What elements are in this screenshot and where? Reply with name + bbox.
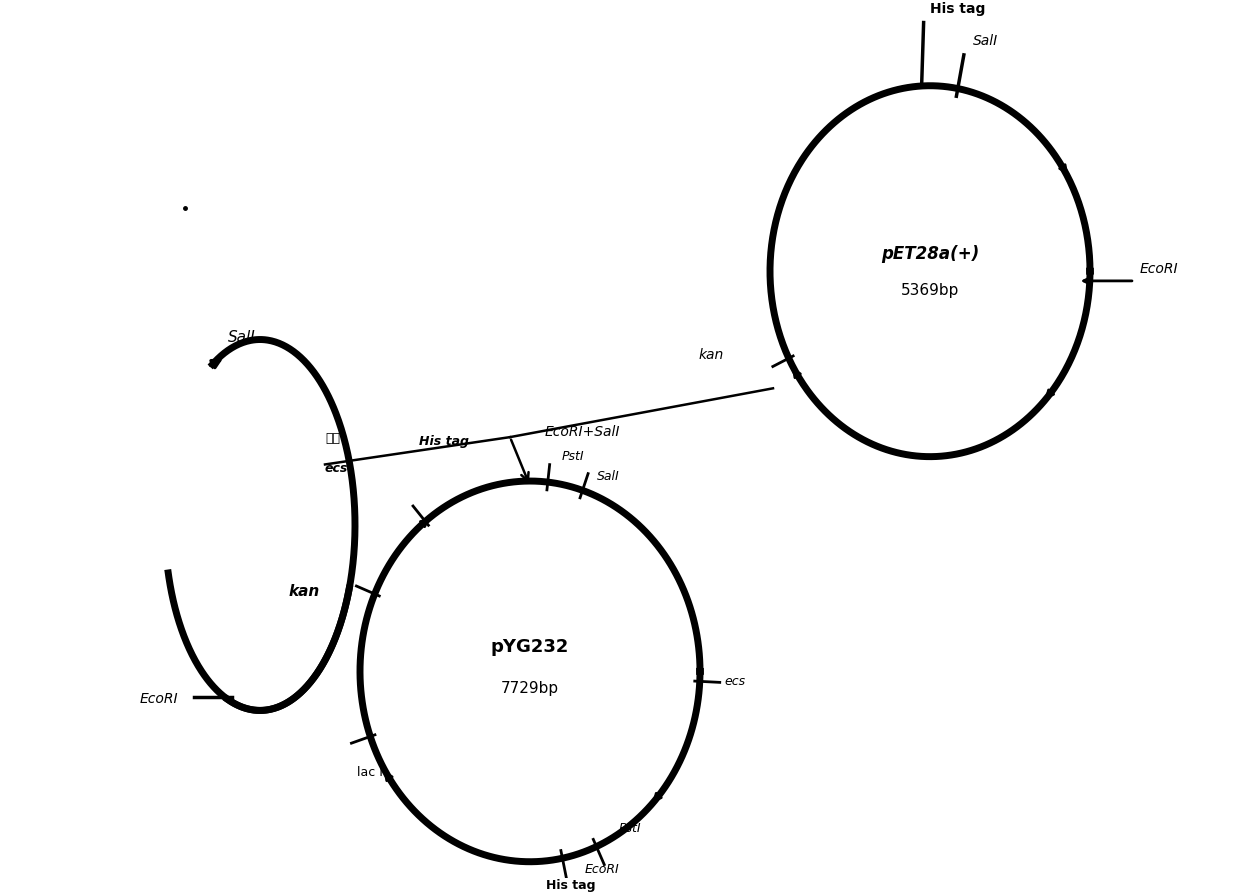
Text: SalI: SalI: [596, 469, 619, 483]
Text: pET28a(+): pET28a(+): [880, 244, 980, 262]
Text: kan: kan: [289, 583, 320, 599]
Text: EcoRI: EcoRI: [139, 692, 179, 706]
Text: pYG232: pYG232: [491, 638, 569, 656]
Text: 易错: 易错: [325, 432, 340, 445]
Text: lac I: lac I: [357, 765, 383, 779]
Text: His tag: His tag: [419, 435, 469, 449]
Text: EcoRI+SalI: EcoRI+SalI: [546, 425, 620, 439]
Text: ecs: ecs: [724, 675, 746, 688]
Text: SalI: SalI: [973, 34, 998, 47]
Text: SalI: SalI: [227, 330, 255, 345]
Text: PstI: PstI: [562, 450, 584, 463]
Text: ecs: ecs: [325, 461, 348, 475]
Text: His tag: His tag: [930, 2, 985, 16]
Text: EcoRI: EcoRI: [584, 863, 619, 876]
Text: His tag: His tag: [546, 880, 595, 892]
Text: EcoRI: EcoRI: [1140, 262, 1178, 276]
Text: 7729bp: 7729bp: [501, 681, 559, 697]
Text: PstI: PstI: [619, 822, 641, 835]
Text: kan: kan: [698, 349, 724, 362]
Text: 5369bp: 5369bp: [900, 283, 960, 298]
